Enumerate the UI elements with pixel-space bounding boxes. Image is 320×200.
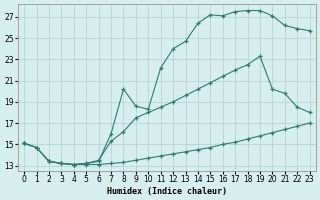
X-axis label: Humidex (Indice chaleur): Humidex (Indice chaleur) — [107, 187, 227, 196]
